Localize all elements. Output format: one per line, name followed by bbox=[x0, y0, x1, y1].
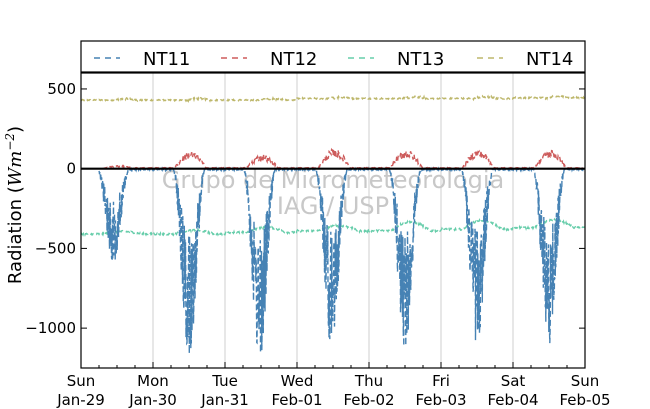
x-tick-label-day: Mon bbox=[137, 372, 169, 390]
legend-label: NT14 bbox=[526, 49, 573, 70]
x-tick-label-day: Sun bbox=[67, 372, 96, 390]
x-tick-label-date: Feb-03 bbox=[415, 391, 466, 409]
legend: NT11 NT12 NT13 NT14 bbox=[80, 40, 586, 73]
x-tick-label-date: Feb-01 bbox=[271, 391, 322, 409]
legend-label: NT11 bbox=[143, 49, 190, 70]
x-tick-label-day: Sat bbox=[501, 372, 526, 390]
x-tick-label-date: Jan-30 bbox=[128, 391, 177, 409]
legend-item-nt11: NT11 bbox=[94, 49, 190, 70]
y-tick-label: −1000 bbox=[25, 319, 76, 337]
x-tick-label-date: Feb-05 bbox=[559, 391, 610, 409]
x-tick-label-day: Wed bbox=[281, 372, 314, 390]
series-line-nt14 bbox=[80, 94, 586, 104]
y-axis-label: Radiation (Wm−2) bbox=[3, 126, 26, 284]
legend-label: NT13 bbox=[397, 49, 444, 70]
plot-area bbox=[81, 73, 585, 368]
y-tick-label: −500 bbox=[35, 239, 76, 257]
x-tick-label-date: Feb-04 bbox=[487, 391, 538, 409]
y-tick-label: 500 bbox=[47, 80, 76, 98]
x-tick-label-day: Sun bbox=[571, 372, 600, 390]
x-tick-label-day: Tue bbox=[211, 372, 238, 390]
y-tick-label: 0 bbox=[66, 160, 76, 178]
series-line-nt13 bbox=[80, 217, 585, 238]
x-tick-label-day: Thu bbox=[354, 372, 383, 390]
series-line-nt11 bbox=[98, 166, 584, 354]
x-tick-label-day: Fri bbox=[432, 372, 450, 390]
x-tick-label-date: Feb-02 bbox=[343, 391, 394, 409]
legend-label: NT12 bbox=[270, 49, 317, 70]
legend-item-nt14: NT14 bbox=[477, 49, 573, 70]
legend-item-nt12: NT12 bbox=[221, 49, 317, 70]
legend-item-nt13: NT13 bbox=[348, 49, 444, 70]
legend-box bbox=[80, 40, 586, 73]
watermark-line-2: IAG / USP bbox=[277, 192, 389, 220]
x-tick-label-date: Jan-29 bbox=[56, 391, 105, 409]
x-tick-label-date: Jan-31 bbox=[200, 391, 249, 409]
